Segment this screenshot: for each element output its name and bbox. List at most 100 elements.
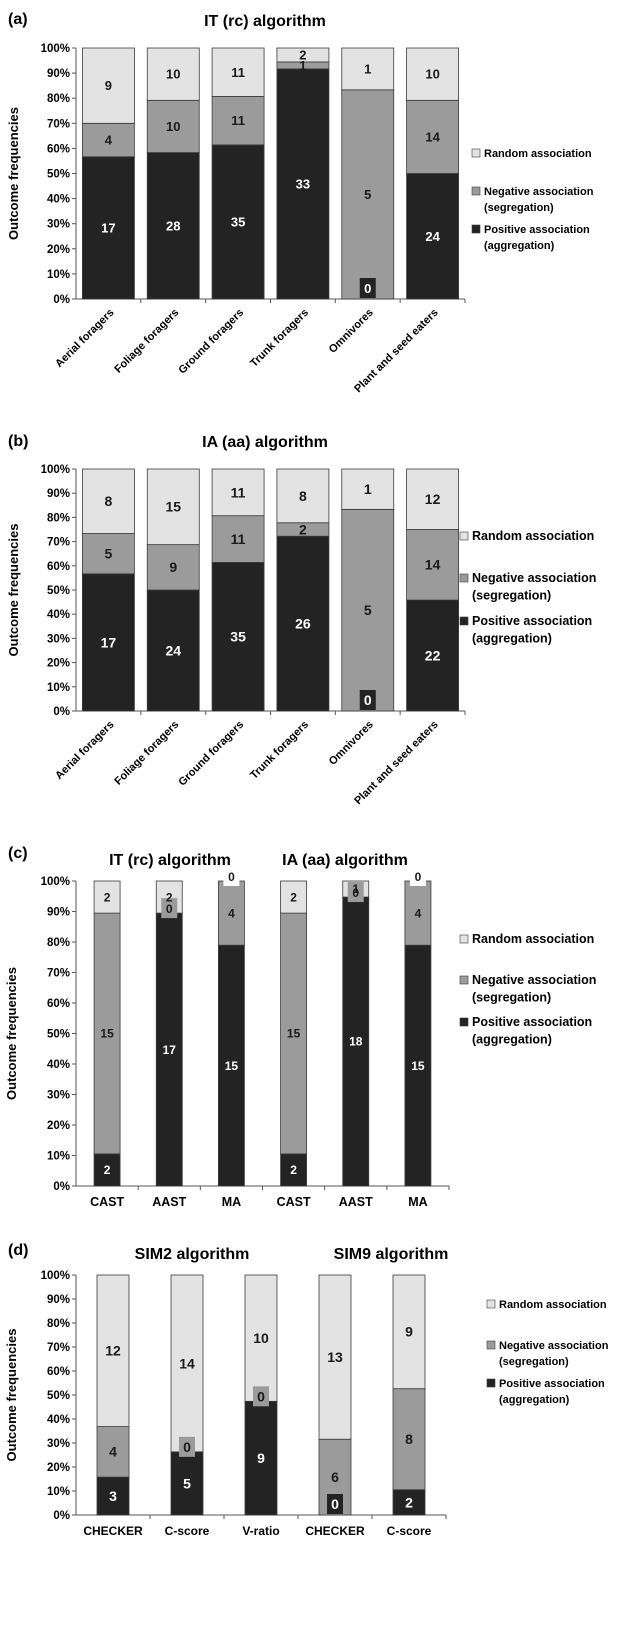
y-tick-label: 10% (47, 682, 70, 694)
x-tick-label: AAST (152, 1195, 186, 1209)
x-tick-label: CHECKER (305, 1524, 365, 1538)
bar-value-label: 13 (327, 1349, 343, 1365)
panel-0: (a) IT (rc) algorithm Outcome frequencies 0… (6, 11, 594, 395)
legend-swatch (486, 1378, 496, 1388)
legend-swatch (471, 148, 481, 158)
x-tick-label: Foliage foragers (112, 719, 181, 788)
bar-segment (406, 529, 459, 601)
y-tick-label: 100% (41, 876, 70, 888)
bar-value-label: 15 (165, 499, 181, 515)
y-tick-label: 70% (47, 118, 70, 130)
y-axis-label: Outcome frequencies (6, 524, 21, 657)
legend: Random association Negative association (s… (486, 1299, 609, 1406)
bar-value-label: 5 (105, 546, 113, 562)
zero-label-bg (359, 690, 376, 710)
bar-value-label: 15 (100, 1027, 114, 1041)
y-tick-label: 80% (47, 93, 70, 105)
bar-value-label: 35 (231, 214, 245, 229)
bar-value-label: 15 (287, 1027, 301, 1041)
y-tick-label: 30% (47, 219, 70, 231)
bar-value-label: 8 (405, 1431, 413, 1447)
x-tick-label: Foliage foragers (112, 307, 181, 376)
bar-value-label: 0 (228, 870, 235, 884)
legend: Random association Negative association (s… (459, 529, 596, 646)
zero-label-bg (179, 1436, 195, 1457)
bar-segment (96, 1274, 130, 1427)
legend-swatch (459, 934, 469, 944)
y-tick-label: 40% (47, 609, 70, 621)
legend-label: Positive association (499, 1378, 605, 1390)
legend-label: (aggregation) (484, 240, 555, 252)
y-tick-label: 30% (47, 1090, 70, 1102)
x-tick-label: C-score (165, 1524, 210, 1538)
bar-value-label: 24 (165, 642, 181, 658)
bar-segment (341, 47, 395, 91)
bar-value-label: 11 (231, 531, 246, 547)
y-tick-label: 0% (53, 294, 70, 306)
y-tick-label: 60% (47, 998, 70, 1010)
bar-value-label: 0 (331, 1496, 339, 1512)
legend-label: (aggregation) (499, 1394, 570, 1406)
bar-segment (82, 533, 135, 575)
bar-value-label: 9 (105, 78, 112, 93)
bar-segment (404, 944, 432, 1187)
bar-value-label: 5 (183, 1475, 191, 1491)
legend-label: Positive association (472, 1015, 592, 1029)
bar-value-label: 5 (364, 602, 372, 618)
bar-value-label: 11 (231, 113, 245, 128)
bar-value-label: 17 (101, 634, 117, 650)
x-tick-label: Ground foragers (176, 307, 246, 377)
bar-segment (170, 1451, 204, 1516)
bar-value-label: 15 (411, 1059, 425, 1073)
bar-segment (170, 1274, 204, 1453)
x-tick-label: V-ratio (242, 1524, 279, 1538)
x-tick-label: AAST (339, 1195, 373, 1209)
legend-swatch (459, 573, 469, 583)
bar-segment (406, 173, 459, 300)
legend-label: (segregation) (472, 991, 551, 1005)
bar-value-label: 11 (231, 65, 245, 80)
y-tick-label: 10% (47, 1151, 70, 1163)
x-tick-label: Aerial foragers (53, 307, 116, 370)
x-tick-label: MA (222, 1195, 241, 1209)
y-tick-label: 40% (47, 1414, 70, 1426)
bar-value-label: 2 (290, 1163, 297, 1177)
bar-value-label: 11 (231, 484, 246, 500)
chart-title: IA (aa) algorithm (282, 852, 408, 869)
bar-segment (406, 468, 459, 530)
chart-title: SIM9 algorithm (334, 1246, 449, 1263)
bar-segment (342, 896, 370, 1187)
bar-value-label: 28 (166, 218, 180, 233)
bar-segment (82, 122, 135, 158)
x-tick-label: MA (408, 1195, 427, 1209)
legend: Random association Negative association (s… (471, 148, 594, 252)
y-tick-label: 80% (47, 512, 70, 524)
bar-value-label: 2 (299, 48, 306, 63)
bar-value-label: 0 (364, 281, 371, 296)
x-tick-label: Omnivores (327, 307, 376, 356)
bar-value-label: 2 (290, 890, 297, 904)
bar-segment (96, 1426, 130, 1478)
legend-label: Negative association (472, 571, 596, 585)
bar-segment (211, 468, 265, 517)
bar-segment (155, 912, 183, 1187)
legend-label: Negative association (499, 1340, 609, 1352)
bar-segment (318, 1274, 352, 1440)
panel-label: (b) (8, 433, 28, 450)
bar-value-label: 2 (104, 1163, 111, 1177)
y-tick-label: 80% (47, 937, 70, 949)
bar-value-label: 0 (166, 902, 173, 916)
bar-value-label: 17 (101, 220, 115, 235)
bar-segment (392, 1274, 426, 1390)
legend-swatch (486, 1299, 496, 1309)
y-tick-label: 50% (47, 585, 70, 597)
y-tick-label: 90% (47, 488, 70, 500)
bar-segment (392, 1388, 426, 1491)
bar-value-label: 8 (299, 488, 307, 504)
bar-value-label: 9 (257, 1450, 265, 1466)
bar-segment (146, 589, 200, 712)
y-tick-label: 50% (47, 1390, 70, 1402)
bar-segment (146, 468, 200, 546)
y-axis-label: Outcome frequencies (4, 967, 19, 1100)
x-tick-label: Aerial foragers (53, 719, 116, 782)
